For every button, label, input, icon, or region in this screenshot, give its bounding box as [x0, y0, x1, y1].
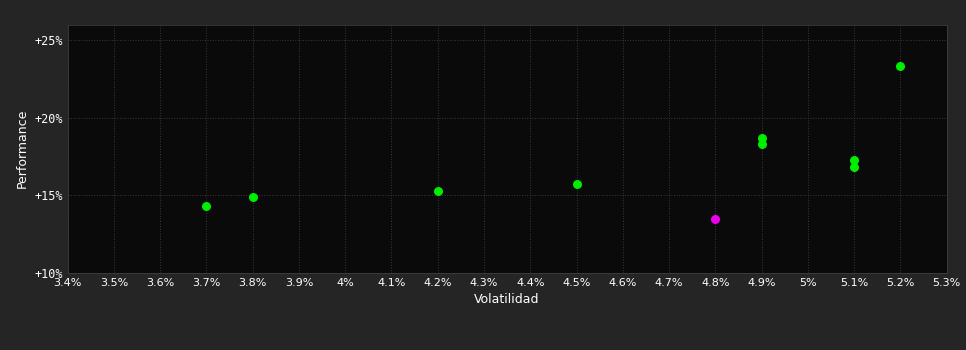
Point — [753, 135, 769, 141]
Point — [846, 157, 862, 162]
Point — [245, 194, 261, 200]
X-axis label: Volatilidad: Volatilidad — [474, 293, 540, 306]
Y-axis label: Performance: Performance — [15, 109, 29, 188]
Point — [430, 188, 445, 194]
Point — [893, 64, 908, 69]
Point — [569, 182, 584, 187]
Point — [199, 203, 214, 209]
Point — [753, 141, 769, 147]
Point — [846, 164, 862, 170]
Point — [708, 216, 724, 222]
